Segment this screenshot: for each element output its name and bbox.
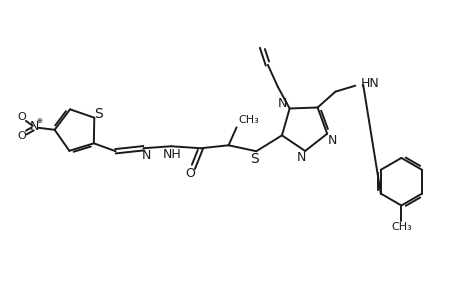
Text: ⊕: ⊕ (37, 118, 43, 124)
Text: CH₃: CH₃ (238, 115, 259, 124)
Text: NH: NH (162, 148, 181, 161)
Text: N: N (277, 97, 287, 110)
Text: N: N (296, 152, 305, 164)
Text: HN: HN (360, 77, 379, 90)
Text: N: N (327, 134, 336, 147)
Text: S: S (249, 152, 258, 166)
Text: N: N (30, 120, 39, 133)
Text: CH₃: CH₃ (390, 222, 411, 232)
Text: O: O (17, 131, 26, 141)
Text: N: N (141, 149, 151, 162)
Text: S: S (94, 107, 102, 121)
Text: O: O (185, 167, 195, 179)
Text: O: O (17, 112, 26, 122)
